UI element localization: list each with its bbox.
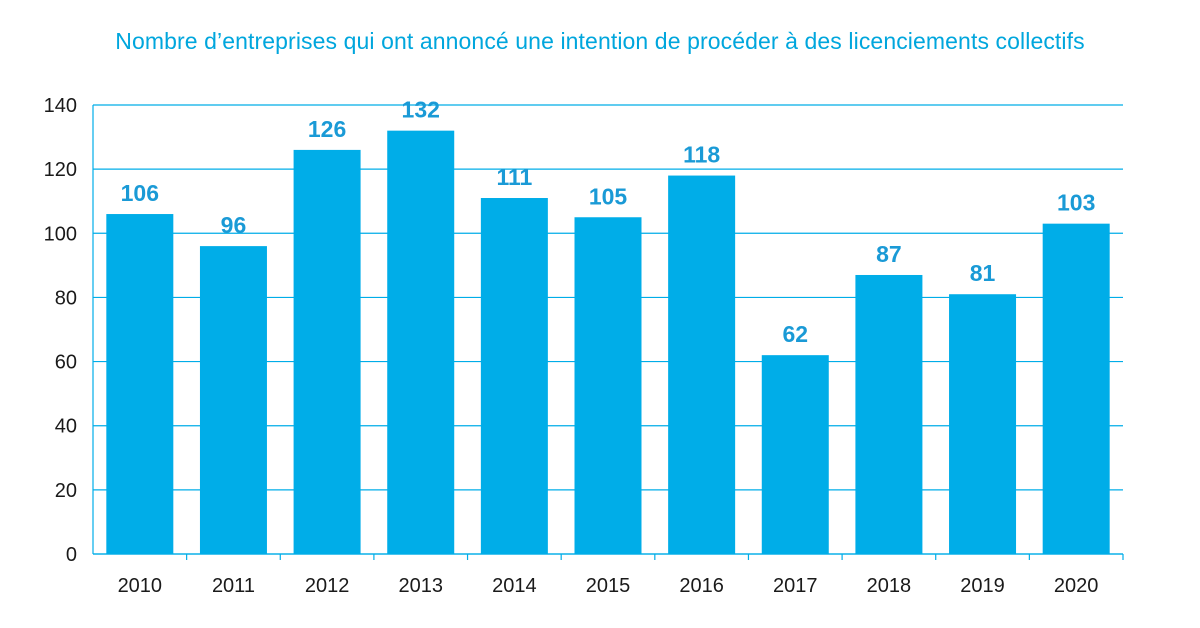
y-tick-label: 140 [44,95,77,117]
y-tick-label: 40 [55,416,77,438]
x-tick-label: 2018 [867,575,912,597]
data-label: 96 [221,212,247,238]
x-tick-label: 2020 [1054,575,1099,597]
x-tick-label: 2019 [960,575,1005,597]
y-tick-label: 20 [55,480,77,502]
bar [387,130,455,554]
data-label: 126 [308,116,346,142]
bar [1042,223,1110,554]
y-tick-label: 100 [44,223,77,245]
x-tick-label: 2011 [212,575,255,597]
x-tick-label: 2013 [398,575,443,597]
bar [949,294,1017,554]
x-tick-label: 2014 [492,575,537,597]
data-label: 111 [496,164,532,190]
y-tick-label: 80 [55,287,77,309]
data-label: 118 [683,142,720,168]
data-label: 103 [1057,190,1095,216]
y-tick-label: 120 [44,159,77,181]
y-tick-label: 0 [66,544,77,566]
bar [574,217,642,554]
bar [293,149,361,554]
bar [668,175,736,555]
x-tick-label: 2012 [305,575,350,597]
data-label: 62 [782,321,808,347]
x-tick-label: 2016 [679,575,724,597]
data-label: 106 [121,180,159,206]
x-tick-label: 2010 [118,575,163,597]
x-tick-label: 2017 [773,575,818,597]
bar [106,214,174,555]
data-label: 105 [589,183,628,209]
y-tick-label: 60 [55,352,77,374]
chart-title: Nombre d’entreprises qui ont annoncé une… [115,28,1085,54]
bar [480,198,548,554]
bar [855,274,923,554]
data-label: 87 [876,241,902,267]
bar [199,246,267,554]
data-label: 81 [970,260,996,286]
x-tick-label: 2015 [586,575,631,597]
bar [761,355,829,554]
data-label: 132 [402,97,440,123]
